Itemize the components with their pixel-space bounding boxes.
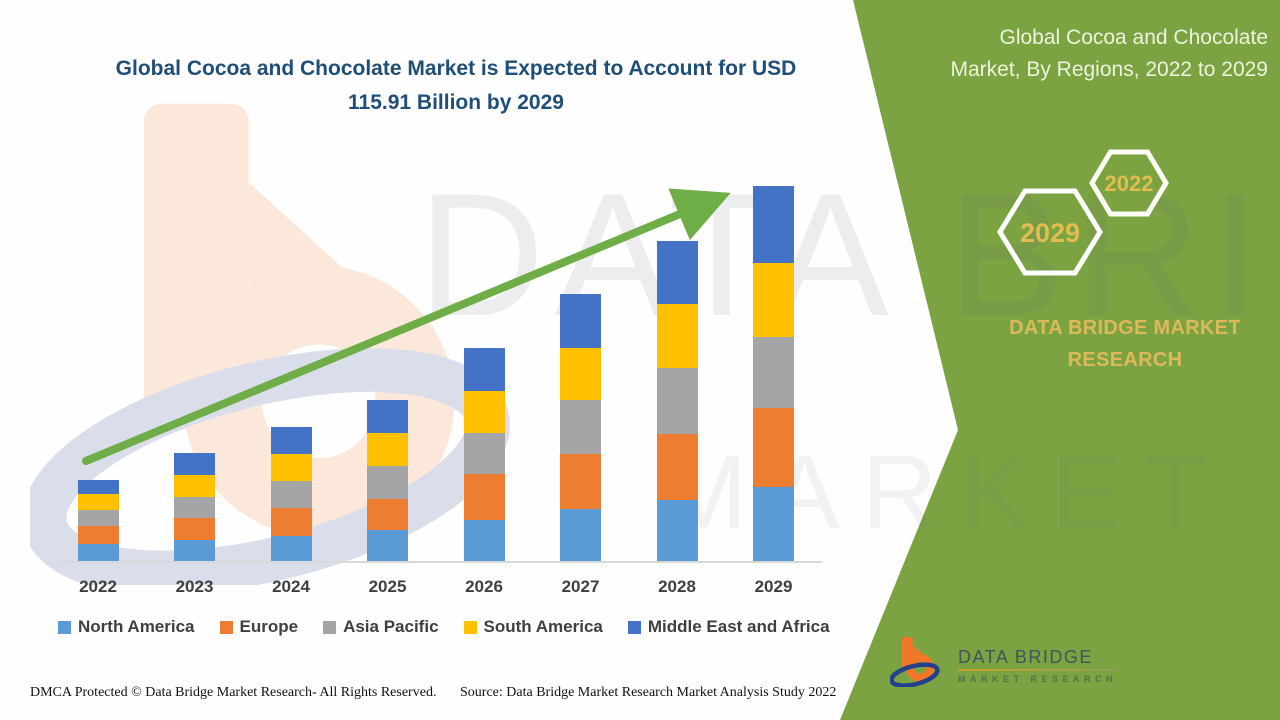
bar-segment: [77, 494, 119, 510]
bar-segment: [656, 367, 698, 434]
x-axis-label: 2023: [175, 577, 214, 596]
legend-label: Europe: [239, 617, 299, 636]
bar-segment: [77, 543, 119, 561]
bar-segment: [174, 518, 215, 540]
bar-segment: [656, 303, 698, 368]
bar-segment: [367, 529, 408, 561]
bar-segment: [463, 474, 505, 520]
bar-segment: [174, 475, 215, 497]
bar-segment: [367, 498, 408, 530]
x-axis-label: 2027: [561, 577, 600, 596]
bar-segment: [367, 432, 408, 466]
bar-2024: [270, 427, 312, 561]
bar-2026: [463, 347, 505, 561]
bar-segment: [753, 337, 794, 409]
x-axis-label: 2024: [272, 577, 310, 596]
legend-item: Asia Pacific: [323, 617, 439, 637]
bar-segment: [463, 432, 505, 475]
bar-segment: [656, 240, 698, 304]
x-axis-label: 2025: [368, 577, 407, 596]
bar-segment: [270, 508, 312, 537]
dmca-notice: DMCA Protected © Data Bridge Market Rese…: [30, 685, 437, 700]
bar-segment: [560, 453, 601, 509]
bar-segment: [270, 427, 312, 455]
bar-segment: [270, 536, 312, 561]
bar-segment: [753, 186, 794, 264]
bar-segment: [560, 508, 601, 561]
hexagon-2029: [997, 188, 1103, 276]
bar-segment: [77, 525, 119, 544]
bar-segment: [270, 454, 312, 482]
databridge-logo-icon: [890, 636, 948, 694]
bar-2028: [656, 240, 698, 561]
legend-item: Middle East and Africa: [627, 617, 830, 637]
brand-text-line2: RESEARCH: [1067, 349, 1183, 371]
legend-swatch-icon: [58, 620, 71, 634]
legend-swatch-icon: [627, 620, 641, 634]
bar-segment: [753, 486, 794, 561]
logo-title: DATA BRIDGE: [958, 646, 1093, 667]
x-axis-label: 2026: [465, 577, 503, 596]
bar-segment: [463, 347, 505, 391]
source-note: Source: Data Bridge Market Research Mark…: [460, 685, 837, 700]
bar-2027: [560, 293, 601, 561]
x-axis-label: 2028: [658, 577, 696, 596]
bar-segment: [560, 399, 601, 454]
hexagon-2022-label: 2022: [1105, 171, 1154, 196]
x-axis-line: [58, 561, 822, 563]
bar-2022: [77, 480, 119, 561]
side-panel-title-line1: Global Cocoa and Chocolate: [999, 26, 1268, 49]
side-panel-title-line2: Market, By Regions, 2022 to 2029: [950, 58, 1268, 81]
bar-segment: [77, 480, 119, 495]
x-axis-label: 2022: [79, 577, 117, 596]
year-hexagons: 2029 2022: [997, 149, 1169, 276]
legend-item: Europe: [219, 617, 299, 637]
legend-item: South America: [463, 617, 603, 637]
databridge-logo: DATA BRIDGE MARKET RESEARCH: [890, 636, 1118, 694]
logo-subtitle: MARKET RESEARCH: [958, 673, 1118, 684]
bar-segment: [367, 465, 408, 499]
legend-label: Asia Pacific: [343, 617, 439, 636]
hexagon-2029-label: 2029: [1020, 218, 1080, 248]
bar-segment: [753, 408, 794, 487]
bar-segment: [560, 347, 601, 400]
databridge-logo-text: DATA BRIDGE MARKET RESEARCH: [958, 646, 1118, 684]
bar-segment: [367, 399, 408, 433]
bar-segment: [270, 481, 312, 509]
legend-swatch-icon: [323, 620, 337, 634]
bar-segment: [463, 390, 505, 433]
bar-segment: [560, 293, 601, 348]
chart-legend: North America Europe Asia Pacific South Ame…: [58, 617, 830, 637]
bar-segment: [174, 497, 215, 518]
brand-text-line1: DATA BRIDGE MARKET: [1009, 317, 1241, 339]
bar-2023: [174, 453, 215, 561]
legend-swatch-icon: [463, 620, 477, 634]
bar-segment: [656, 433, 698, 500]
bar-segment: [174, 453, 215, 475]
chart-title: Global Cocoa and Chocolate Market is Exp…: [70, 52, 842, 120]
legend-item: North America: [58, 617, 195, 637]
legend-label: Middle East and Africa: [647, 617, 830, 636]
bar-2029: [753, 186, 794, 561]
legend-label: North America: [78, 617, 195, 636]
bar-segment: [656, 499, 698, 561]
bar-2025: [367, 399, 408, 561]
chart-title-line2: 115.91 Billion by 2029: [348, 91, 564, 114]
bar-segment: [77, 509, 119, 526]
bar-segment: [174, 540, 215, 561]
hexagon-2022: [1089, 149, 1169, 217]
bar-segment: [753, 263, 794, 338]
chart-title-line1: Global Cocoa and Chocolate Market is Exp…: [115, 57, 797, 80]
x-axis-label: 2029: [754, 577, 793, 596]
legend-swatch-icon: [219, 620, 233, 634]
side-panel-title: Global Cocoa and Chocolate Market, By Re…: [848, 22, 1268, 86]
bar-segment: [463, 519, 505, 561]
side-panel-brand-text: DATA BRIDGE MARKET RESEARCH: [980, 312, 1270, 376]
logo-divider: [958, 668, 1118, 671]
legend-label: South America: [483, 617, 603, 636]
